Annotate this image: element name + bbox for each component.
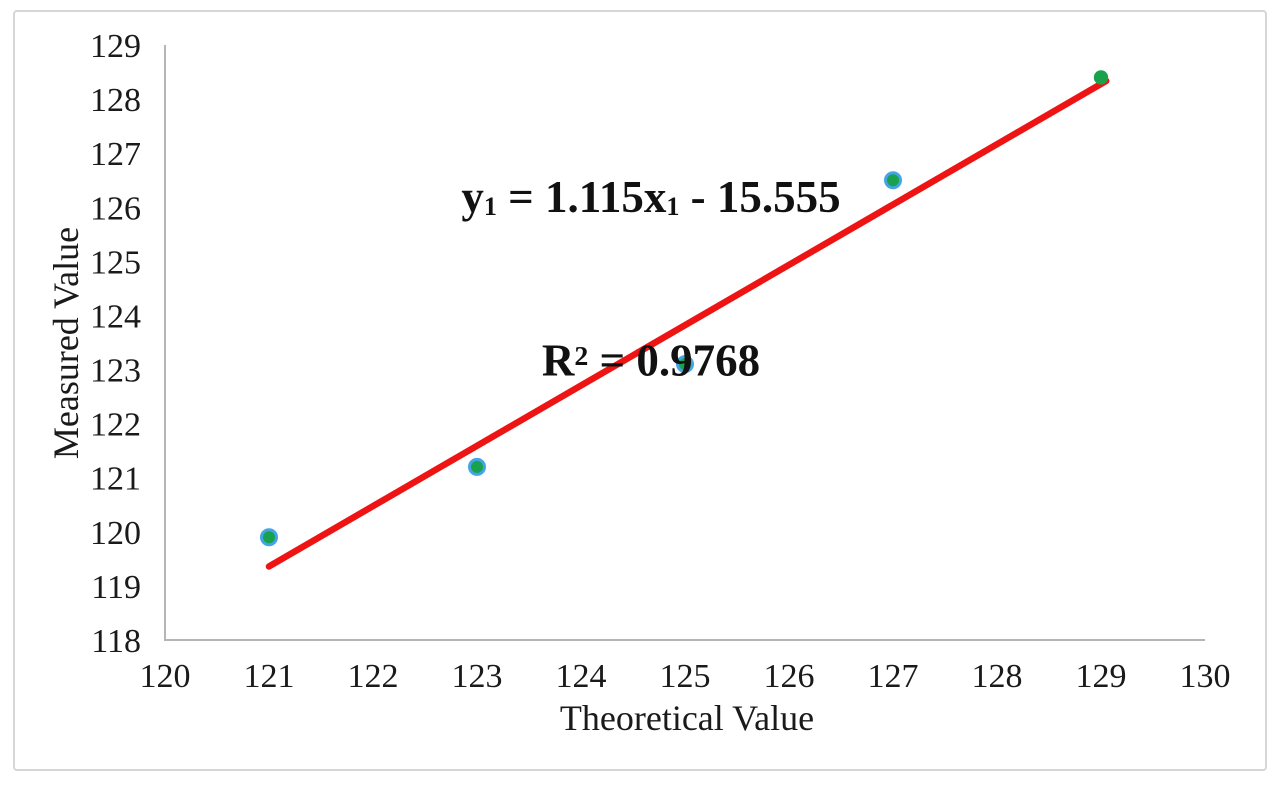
x-tick-label: 129 [1076,658,1127,695]
y-tick-label: 124 [90,298,141,335]
y-tick-label: 126 [90,190,141,227]
x-tick-label: 128 [972,658,1023,695]
x-tick-label: 126 [764,658,815,695]
axes [164,45,1205,641]
data-point [676,355,694,374]
equation-intercept: - 15.555 [679,172,841,222]
y-tick-label: 123 [90,353,141,390]
data-point [468,457,486,476]
x-tick-label: 125 [660,658,711,695]
figure-border [13,10,1267,771]
equation-line2: R2 = 0.9768 [461,331,840,387]
y-tick-label: 118 [91,623,141,660]
equation-body: = 1.115x [496,172,667,222]
data-points [260,70,1109,547]
x-tick-label: 122 [348,658,399,695]
trendline-equation: y1 = 1.115x1 - 15.555 R2 = 0.9768 [461,70,840,489]
trendline [265,77,1110,570]
equation-y-subscript: 1 [483,192,497,222]
x-axis-tick-labels: 120 121 122 123 124 125 126 127 128 129 130 [140,658,1231,695]
y-axis-title: Measured Value [46,226,86,460]
y-tick-label: 125 [90,244,141,281]
equation-x-subscript: 1 [666,192,680,222]
y-tick-label: 121 [90,461,141,498]
r-squared-value: = 0.9768 [588,335,761,386]
y-tick-label: 122 [90,407,141,444]
data-point [260,528,278,547]
x-tick-label: 123 [452,658,503,695]
x-tick-label: 121 [244,658,295,695]
equation-line1: y1 = 1.115x1 - 15.555 [461,172,840,229]
y-tick-label: 120 [90,515,141,552]
y-tick-label: 119 [91,569,141,606]
r-squared-superscript: 2 [574,341,589,372]
y-tick-label: 127 [90,136,141,173]
x-axis-title: Theoretical Value [559,698,815,738]
y-tick-label: 129 [90,28,141,65]
y-axis-tick-labels: 118 119 120 121 122 123 124 125 126 127 128 129 [90,28,141,660]
trendline-group [265,77,1110,570]
data-point [884,171,902,190]
x-tick-label: 120 [140,658,191,695]
x-tick-label: 130 [1180,658,1231,695]
data-point [1093,70,1109,85]
x-tick-label: 127 [868,658,919,695]
r-squared-var: R [541,335,575,386]
y-tick-label: 128 [90,82,141,119]
equation-y-var: y [461,172,484,222]
x-tick-label: 124 [556,658,607,695]
